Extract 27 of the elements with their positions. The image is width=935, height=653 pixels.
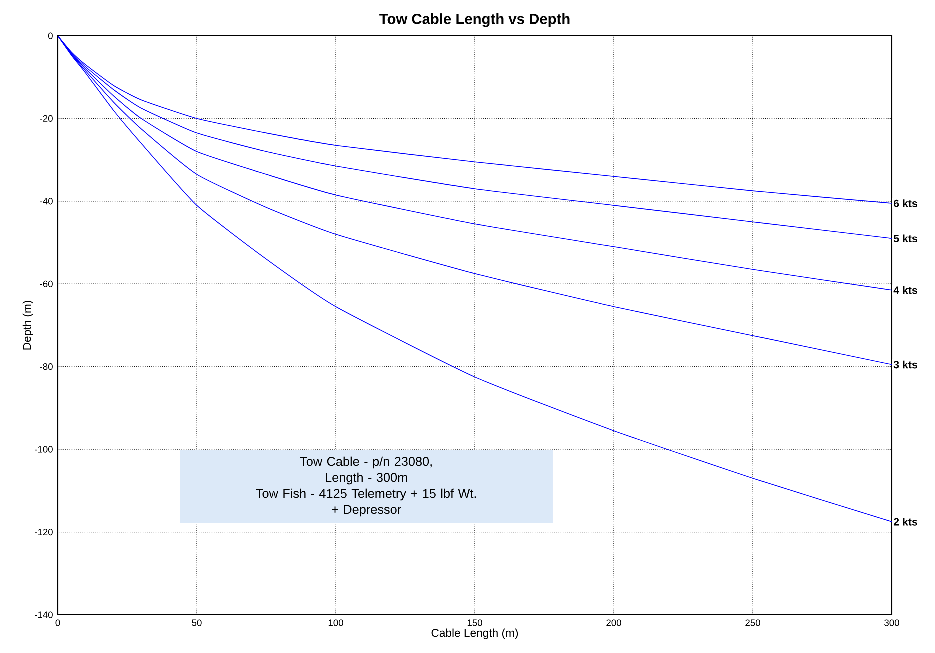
y-tick-label: -140 xyxy=(35,612,53,618)
x-tick-label: 200 xyxy=(606,620,622,626)
x-tick-label: 150 xyxy=(468,620,482,626)
y-tick-label: -40 xyxy=(40,198,53,205)
annotation: Tow Fish - 4125 Telemetry + 15 lbf Wt. xyxy=(256,488,476,501)
series-label: 2 kts xyxy=(894,518,918,526)
y-axis-title: Depth (m) xyxy=(22,301,34,350)
series-label: 3 kts xyxy=(894,360,918,369)
y-tick-label: -80 xyxy=(40,364,53,370)
y-tick-label: -120 xyxy=(35,528,53,536)
x-tick-label: 250 xyxy=(746,620,760,626)
x-tick-label: 300 xyxy=(884,620,900,626)
x-tick-label: 0 xyxy=(56,620,60,626)
y-tick-label: -60 xyxy=(40,280,53,288)
y-tick-label: -20 xyxy=(40,115,53,122)
x-axis-title: Cable Length (m) xyxy=(432,628,518,640)
annotation: Length - 300m xyxy=(326,472,408,485)
annotation: Tow Cable - p/n 23080, xyxy=(300,456,432,469)
series-label: 5 kts xyxy=(894,234,918,243)
series-label: 6 kts xyxy=(894,200,918,208)
y-tick-label: 0 xyxy=(48,32,53,40)
annotation: + Depressor xyxy=(332,505,402,517)
y-tick-label: -100 xyxy=(35,446,53,453)
series-label: 4 kts xyxy=(894,286,918,294)
chart-title: Tow Cable Length vs Depth xyxy=(380,14,570,28)
x-tick-label: 100 xyxy=(328,620,344,626)
x-tick-label: 50 xyxy=(192,620,202,626)
